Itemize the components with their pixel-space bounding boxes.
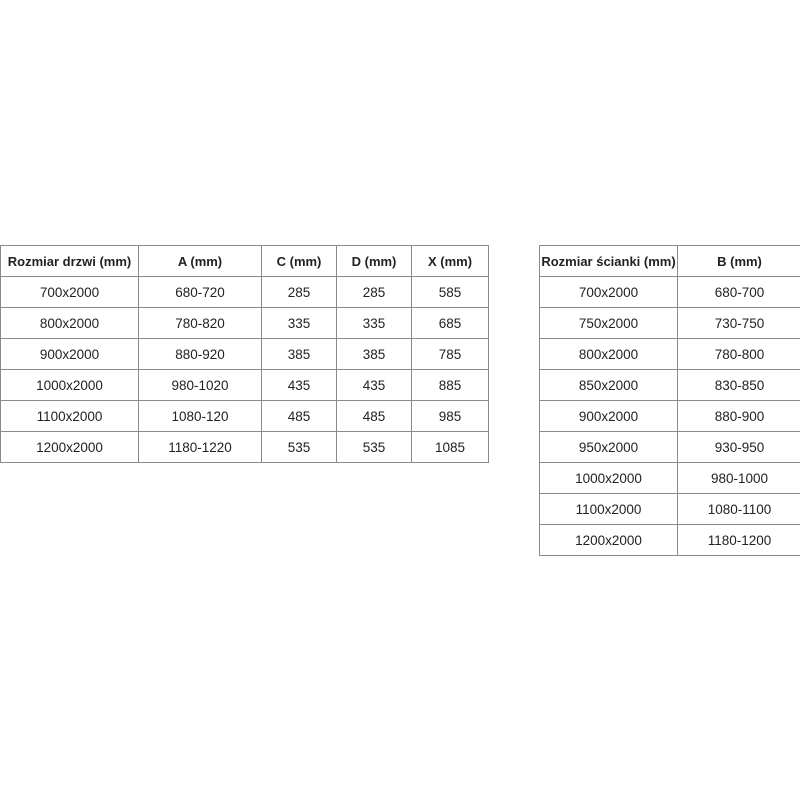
table-cell: 485 — [261, 400, 337, 432]
table-cell: 1180-1220 — [138, 431, 262, 463]
table-cell: 980-1020 — [138, 369, 262, 401]
table-row: 1200x2000 1180-1220 535 535 1085 — [0, 431, 489, 463]
table-row: 850x2000 830-850 — [539, 369, 800, 401]
table-cell: 930-950 — [677, 431, 800, 463]
table-row: 900x2000 880-900 — [539, 400, 800, 432]
table-cell: 285 — [336, 276, 412, 308]
table-row: 800x2000 780-820 335 335 685 — [0, 307, 489, 339]
table-cell: 680-700 — [677, 276, 800, 308]
table-cell: 880-900 — [677, 400, 800, 432]
table-cell: 985 — [411, 400, 489, 432]
table-row: 800x2000 780-800 — [539, 338, 800, 370]
table-cell: 900x2000 — [0, 338, 139, 370]
table-cell: 700x2000 — [0, 276, 139, 308]
table-row: 950x2000 930-950 — [539, 431, 800, 463]
table-cell: 1080-1100 — [677, 493, 800, 525]
table-cell: 885 — [411, 369, 489, 401]
column-header: X (mm) — [411, 245, 489, 277]
column-header: C (mm) — [261, 245, 337, 277]
table-row: 1200x2000 1180-1200 — [539, 524, 800, 556]
door-size-table: Rozmiar drzwi (mm) A (mm) C (mm) D (mm) X (m… — [0, 245, 489, 463]
table-cell: 750x2000 — [539, 307, 678, 339]
table-cell: 685 — [411, 307, 489, 339]
table-cell: 880-920 — [138, 338, 262, 370]
table-cell: 830-850 — [677, 369, 800, 401]
table-cell: 1200x2000 — [539, 524, 678, 556]
table-cell: 335 — [336, 307, 412, 339]
table-cell: 485 — [336, 400, 412, 432]
table-row: 1000x2000 980-1020 435 435 885 — [0, 369, 489, 401]
wall-size-table: Rozmiar ścianki (mm) B (mm) 700x2000 680-7… — [539, 245, 800, 556]
table-cell: 435 — [261, 369, 337, 401]
column-header: D (mm) — [336, 245, 412, 277]
table-cell: 335 — [261, 307, 337, 339]
table-cell: 1080-120 — [138, 400, 262, 432]
table-cell: 585 — [411, 276, 489, 308]
table-cell: 800x2000 — [539, 338, 678, 370]
table-cell: 1200x2000 — [0, 431, 139, 463]
table-cell: 385 — [261, 338, 337, 370]
table-cell: 535 — [336, 431, 412, 463]
table-row: 750x2000 730-750 — [539, 307, 800, 339]
table-row: 1100x2000 1080-1100 — [539, 493, 800, 525]
header-row: Rozmiar drzwi (mm) A (mm) C (mm) D (mm) X (m… — [0, 245, 489, 277]
table-row: 700x2000 680-720 285 285 585 — [0, 276, 489, 308]
column-header: B (mm) — [677, 245, 800, 277]
table-cell: 1100x2000 — [539, 493, 678, 525]
table-cell: 785 — [411, 338, 489, 370]
table-cell: 730-750 — [677, 307, 800, 339]
table-cell: 1000x2000 — [539, 462, 678, 494]
table-cell: 385 — [336, 338, 412, 370]
header-row: Rozmiar ścianki (mm) B (mm) — [539, 245, 800, 277]
column-header: A (mm) — [138, 245, 262, 277]
table-cell: 950x2000 — [539, 431, 678, 463]
table-cell: 800x2000 — [0, 307, 139, 339]
table-cell: 285 — [261, 276, 337, 308]
table-cell: 1000x2000 — [0, 369, 139, 401]
table-cell: 980-1000 — [677, 462, 800, 494]
table-cell: 1085 — [411, 431, 489, 463]
table-row: 1000x2000 980-1000 — [539, 462, 800, 494]
table-cell: 900x2000 — [539, 400, 678, 432]
table-row: 700x2000 680-700 — [539, 276, 800, 308]
table-row: 1100x2000 1080-120 485 485 985 — [0, 400, 489, 432]
table-cell: 535 — [261, 431, 337, 463]
table-cell: 1180-1200 — [677, 524, 800, 556]
table-cell: 700x2000 — [539, 276, 678, 308]
table-cell: 1100x2000 — [0, 400, 139, 432]
table-row: 900x2000 880-920 385 385 785 — [0, 338, 489, 370]
table-cell: 780-820 — [138, 307, 262, 339]
table-cell: 780-800 — [677, 338, 800, 370]
column-header: Rozmiar ścianki (mm) — [539, 245, 678, 277]
table-cell: 850x2000 — [539, 369, 678, 401]
column-header: Rozmiar drzwi (mm) — [0, 245, 139, 277]
table-cell: 435 — [336, 369, 412, 401]
table-cell: 680-720 — [138, 276, 262, 308]
